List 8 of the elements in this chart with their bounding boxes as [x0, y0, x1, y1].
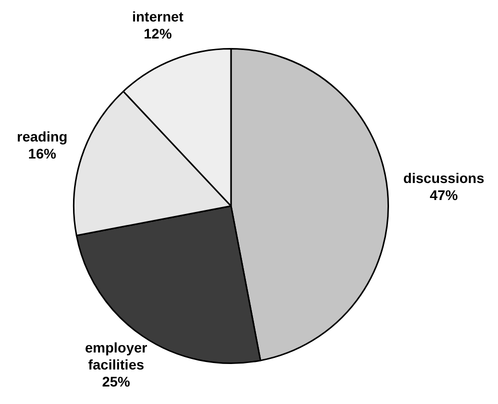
data-label: 12% — [144, 26, 172, 42]
slice-label: employer facilities — [85, 340, 148, 373]
data-label: 25% — [102, 374, 131, 390]
data-label: 16% — [28, 146, 57, 162]
slice-label: discussions — [403, 170, 484, 186]
slice-label: reading — [16, 128, 68, 145]
data-label: 47% — [430, 187, 458, 204]
slice-label: internet — [132, 8, 184, 25]
